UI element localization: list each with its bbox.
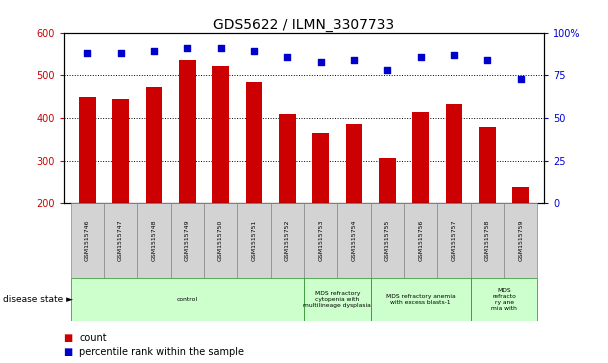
Point [149,49,159,54]
Text: GSM1515751: GSM1515751 [252,220,257,261]
Text: GSM1515746: GSM1515746 [85,220,90,261]
Bar [137,203,171,278]
Point [416,54,426,60]
Point [316,59,325,65]
Text: percentile rank within the sample: percentile rank within the sample [79,347,244,357]
Text: ■: ■ [64,347,76,357]
Bar [204,203,237,278]
Point [483,57,492,63]
Bar [504,203,537,278]
Text: GSM1515757: GSM1515757 [452,220,457,261]
Bar [271,203,304,278]
Point [382,67,392,73]
Point [182,45,192,51]
Text: MDS refractory
cytopenia with
multilineage dysplasia: MDS refractory cytopenia with multilinea… [303,291,371,308]
Text: control: control [177,297,198,302]
Text: GSM1515752: GSM1515752 [285,220,290,261]
Bar [371,278,471,321]
Bar [171,203,204,278]
Bar [404,203,437,278]
Text: GSM1515748: GSM1515748 [151,220,156,261]
Bar [79,97,95,203]
Text: GSM1515754: GSM1515754 [351,220,356,261]
Bar [313,133,329,203]
Point [216,45,226,51]
Bar [471,278,537,321]
Text: GSM1515747: GSM1515747 [118,220,123,261]
Bar [212,66,229,203]
Point [116,50,125,56]
Point [516,76,526,82]
Point [249,49,259,54]
Bar [371,203,404,278]
Text: MDS
refracto
ry ane
mia with: MDS refracto ry ane mia with [491,288,517,311]
Bar [304,203,337,278]
Bar [112,99,129,203]
Text: GSM1515755: GSM1515755 [385,220,390,261]
Bar [279,114,295,203]
Title: GDS5622 / ILMN_3307733: GDS5622 / ILMN_3307733 [213,18,395,32]
Text: disease state ►: disease state ► [3,295,73,304]
Bar [304,278,371,321]
Bar [479,127,496,203]
Text: ■: ■ [64,333,76,343]
Bar [379,159,396,203]
Bar [513,187,529,203]
Bar [446,104,463,203]
Bar [346,125,362,203]
Bar [337,203,371,278]
Text: GSM1515759: GSM1515759 [518,220,523,261]
Bar [437,203,471,278]
Bar [471,203,504,278]
Text: count: count [79,333,106,343]
Point [449,52,459,58]
Text: MDS refractory anemia
with excess blasts-1: MDS refractory anemia with excess blasts… [386,294,455,305]
Bar [237,203,271,278]
Text: GSM1515750: GSM1515750 [218,220,223,261]
Bar [71,278,304,321]
Text: GSM1515756: GSM1515756 [418,220,423,261]
Text: GSM1515758: GSM1515758 [485,220,490,261]
Bar [246,82,262,203]
Bar [412,111,429,203]
Bar [71,203,104,278]
Bar [179,60,196,203]
Point [349,57,359,63]
Bar [104,203,137,278]
Point [283,54,292,60]
Point [82,50,92,56]
Bar [145,87,162,203]
Text: GSM1515749: GSM1515749 [185,220,190,261]
Text: GSM1515753: GSM1515753 [318,220,323,261]
